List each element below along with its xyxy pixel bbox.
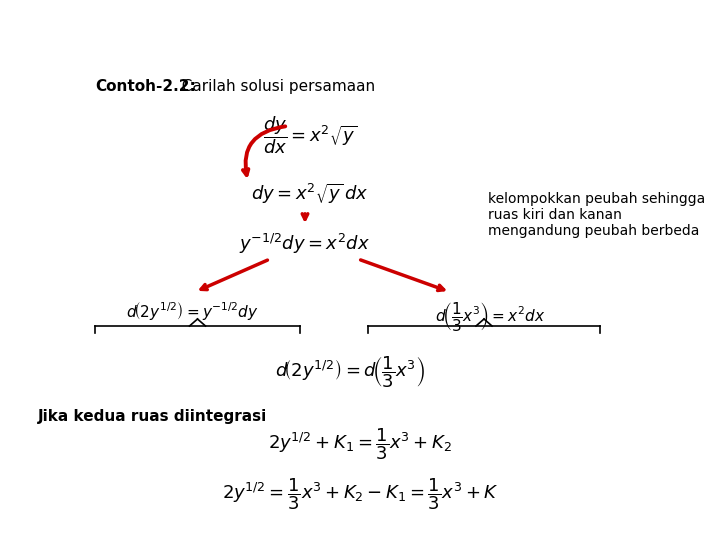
Text: kelompokkan peubah sehingga: kelompokkan peubah sehingga [488,192,706,206]
Text: $y^{-1/2}dy = x^2 dx$: $y^{-1/2}dy = x^2 dx$ [239,232,371,256]
Text: mengandung peubah berbeda: mengandung peubah berbeda [488,224,699,238]
Text: Carilah solusi persamaan: Carilah solusi persamaan [172,79,375,94]
Text: $\dfrac{dy}{dx} = x^2\sqrt{y}$: $\dfrac{dy}{dx} = x^2\sqrt{y}$ [263,114,357,156]
Text: Pengertian-Pengertian: Pengertian-Pengertian [160,19,331,35]
Text: $d\!\left(2y^{1/2}\right) = y^{-1/2}dy$: $d\!\left(2y^{1/2}\right) = y^{-1/2}dy$ [125,300,258,322]
Text: Jika kedua ruas diintegrasi: Jika kedua ruas diintegrasi [38,409,267,424]
Text: $2y^{1/2} + K_1 = \dfrac{1}{3}x^3 + K_2$: $2y^{1/2} + K_1 = \dfrac{1}{3}x^3 + K_2$ [268,426,452,462]
Text: $2y^{1/2} = \dfrac{1}{3}x^3 + K_2 - K_1 = \dfrac{1}{3}x^3 + K$: $2y^{1/2} = \dfrac{1}{3}x^3 + K_2 - K_1 … [222,476,498,511]
Text: $dy = x^2\sqrt{y}\,dx$: $dy = x^2\sqrt{y}\,dx$ [251,182,369,206]
Text: $d\!\left(\dfrac{1}{3}x^3\right) = x^2 dx$: $d\!\left(\dfrac{1}{3}x^3\right) = x^2 d… [435,300,545,333]
Text: $d\!\left(2y^{1/2}\right) = d\!\left(\dfrac{1}{3}x^3\right)$: $d\!\left(2y^{1/2}\right) = d\!\left(\df… [275,354,425,390]
Text: ruas kiri dan kanan: ruas kiri dan kanan [488,208,622,222]
Text: Contoh-2.2:: Contoh-2.2: [95,79,196,94]
Text: Integral Tak Tentu,: Integral Tak Tentu, [11,17,246,37]
